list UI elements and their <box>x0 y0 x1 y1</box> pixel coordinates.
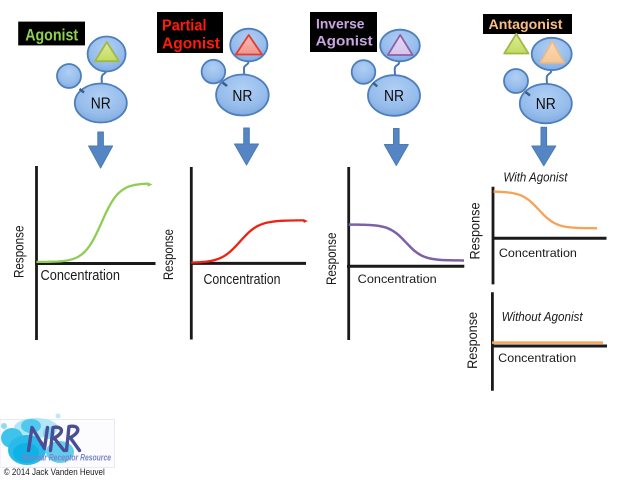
svg-text:Concentration: Concentration <box>358 272 437 286</box>
svg-text:© 2014 Jack Vanden Heuvel: © 2014 Jack Vanden Heuvel <box>4 467 105 477</box>
svg-text:Inverse: Inverse <box>316 16 365 32</box>
svg-text:Without Agonist: Without Agonist <box>502 310 583 324</box>
svg-text:Response: Response <box>161 229 176 280</box>
svg-text:Concentration: Concentration <box>499 246 577 260</box>
svg-text:NR: NR <box>384 88 404 105</box>
svg-text:Concentration: Concentration <box>41 267 121 284</box>
svg-text:Response: Response <box>324 233 339 286</box>
svg-text:NR: NR <box>536 96 556 113</box>
svg-text:With Agonist: With Agonist <box>503 171 567 185</box>
svg-text:Agonist: Agonist <box>162 36 221 53</box>
svg-text:NR: NR <box>232 88 252 105</box>
svg-text:Nuclear Receptor Resource: Nuclear Receptor Resource <box>22 452 111 462</box>
svg-text:Agonist: Agonist <box>316 33 373 49</box>
svg-text:NR: NR <box>91 96 111 113</box>
svg-text:Antagonist: Antagonist <box>489 17 564 32</box>
svg-text:Partial: Partial <box>162 18 207 35</box>
svg-text:Response: Response <box>11 226 26 279</box>
svg-text:Concentration: Concentration <box>498 351 576 365</box>
svg-text:Response: Response <box>466 202 482 259</box>
svg-text:Response: Response <box>464 312 480 369</box>
svg-text:Agonist: Agonist <box>25 26 78 44</box>
svg-text:Concentration: Concentration <box>204 271 281 288</box>
